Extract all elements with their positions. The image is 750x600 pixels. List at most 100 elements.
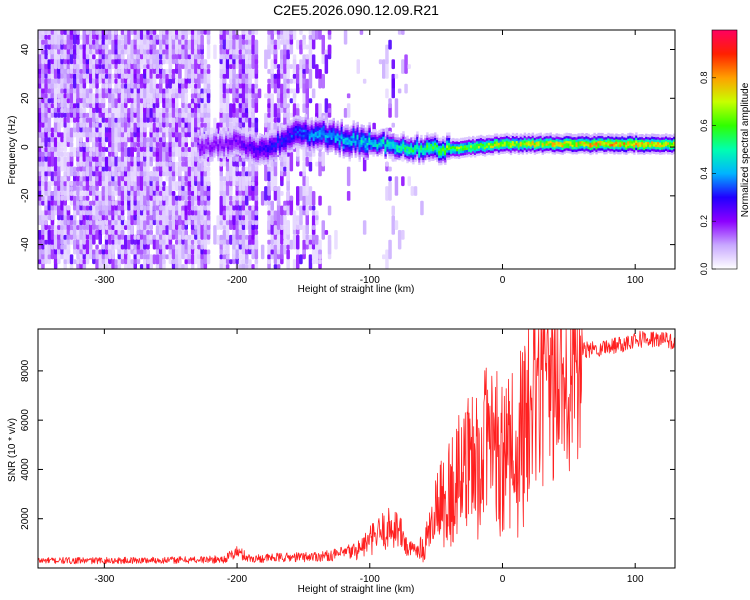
heatmap-cell	[104, 215, 109, 221]
heatmap-cell	[340, 123, 343, 127]
heatmap-cell	[342, 138, 345, 142]
heatmap-cell	[384, 146, 387, 150]
heatmap-cell	[452, 140, 455, 144]
heatmap-cell	[168, 127, 173, 133]
heatmap-cell	[430, 157, 433, 161]
heatmap-cell	[260, 148, 264, 152]
heatmap-cell	[259, 152, 262, 156]
heatmap-cell	[85, 30, 90, 35]
heatmap-cell	[264, 132, 268, 136]
heatmap-cell	[356, 121, 359, 125]
heatmap-cell	[485, 152, 489, 156]
heatmap-cell	[225, 127, 228, 131]
heatmap-cell	[402, 145, 405, 149]
heatmap-cell	[41, 30, 45, 35]
heatmap-cell	[338, 146, 341, 150]
heatmap-cell	[267, 171, 271, 182]
heatmap-cell	[438, 147, 441, 151]
heatmap-cell	[89, 30, 93, 35]
heatmap-cell	[385, 249, 389, 269]
heatmap-cell	[509, 147, 513, 151]
heatmap-cell	[348, 138, 351, 142]
heatmap-cell	[76, 259, 80, 265]
heatmap-cell	[314, 124, 318, 128]
heatmap-cell	[273, 117, 278, 123]
heatmap-cell	[312, 147, 316, 151]
heatmap-cell	[222, 249, 227, 255]
heatmap-cell	[175, 220, 179, 226]
heatmap-cell	[181, 147, 185, 152]
heatmap-cell	[249, 131, 252, 135]
heatmap-cell	[392, 143, 395, 147]
heatmap-cell	[348, 133, 351, 138]
heatmap-cell	[184, 88, 188, 94]
heatmap-cell	[322, 144, 326, 148]
heatmap-cell	[300, 146, 304, 150]
heatmap-cell	[485, 137, 489, 141]
heatmap-cell	[47, 30, 52, 45]
heatmap-cell	[165, 244, 169, 250]
heatmap-cell	[223, 143, 226, 147]
heatmap-cell	[241, 166, 246, 172]
heatmap-cell	[108, 264, 112, 269]
heatmap-cell	[217, 145, 220, 150]
heatmap-cell	[386, 151, 389, 155]
heatmap-cell	[143, 64, 147, 69]
heatmap-cell	[567, 137, 570, 142]
heatmap-cell	[117, 161, 122, 167]
heatmap-cell	[350, 149, 353, 153]
heatmap-cell	[412, 146, 415, 150]
heatmap-cell	[344, 131, 347, 136]
heatmap-cell	[563, 138, 566, 142]
heatmap-cell	[450, 150, 453, 154]
heatmap-cell	[444, 156, 447, 161]
heatmap-cell	[466, 139, 469, 143]
heatmap-cell	[146, 225, 150, 230]
heatmap-cell	[270, 139, 274, 143]
heatmap-cell	[549, 137, 552, 141]
heatmap-cell	[489, 147, 493, 151]
heatmap-cell	[561, 151, 564, 155]
heatmap-cell	[111, 93, 115, 108]
heatmap-cell	[561, 134, 564, 138]
heatmap-cell	[311, 215, 316, 235]
heatmap-cell	[362, 147, 365, 151]
heatmap-cell	[503, 133, 507, 137]
heatmap-cell	[324, 148, 328, 153]
heatmap-cell	[181, 210, 185, 221]
heatmap-cell	[334, 134, 337, 138]
heatmap-cell	[63, 49, 67, 55]
heatmap-cell	[146, 142, 150, 148]
heatmap-cell	[60, 88, 64, 94]
heatmap-cell	[266, 156, 270, 160]
heatmap-cell	[378, 139, 381, 143]
heatmap-cell	[270, 144, 274, 148]
heatmap-cell	[416, 153, 419, 157]
heatmap-cell	[286, 142, 290, 146]
heatmap-cell	[326, 132, 329, 136]
heatmap-cell	[280, 136, 284, 140]
heatmap-cell	[450, 143, 453, 147]
heatmap-cell	[404, 156, 407, 160]
heatmap-cell	[448, 147, 451, 151]
heatmap-cell	[60, 108, 64, 113]
heatmap-cell	[302, 205, 306, 211]
heatmap-cell	[388, 138, 391, 142]
heatmap-cell	[436, 156, 439, 160]
heatmap-cell	[133, 30, 137, 35]
heatmap-cell	[368, 149, 371, 153]
heatmap-cell	[398, 147, 401, 151]
heatmap-cell	[308, 133, 312, 137]
heatmap-cell	[380, 133, 383, 137]
heatmap-cell	[315, 161, 319, 167]
heatmap-cell	[257, 88, 262, 99]
heatmap-cell	[410, 156, 413, 161]
heatmap-cell	[47, 112, 52, 118]
heatmap-cell	[63, 112, 67, 118]
heatmap-cell	[344, 129, 347, 133]
heatmap-cell	[211, 138, 214, 142]
heatmap-cell	[222, 186, 227, 191]
heatmap-cell	[53, 151, 58, 157]
heatmap-cell	[249, 143, 252, 147]
heatmap-cell	[380, 143, 383, 147]
